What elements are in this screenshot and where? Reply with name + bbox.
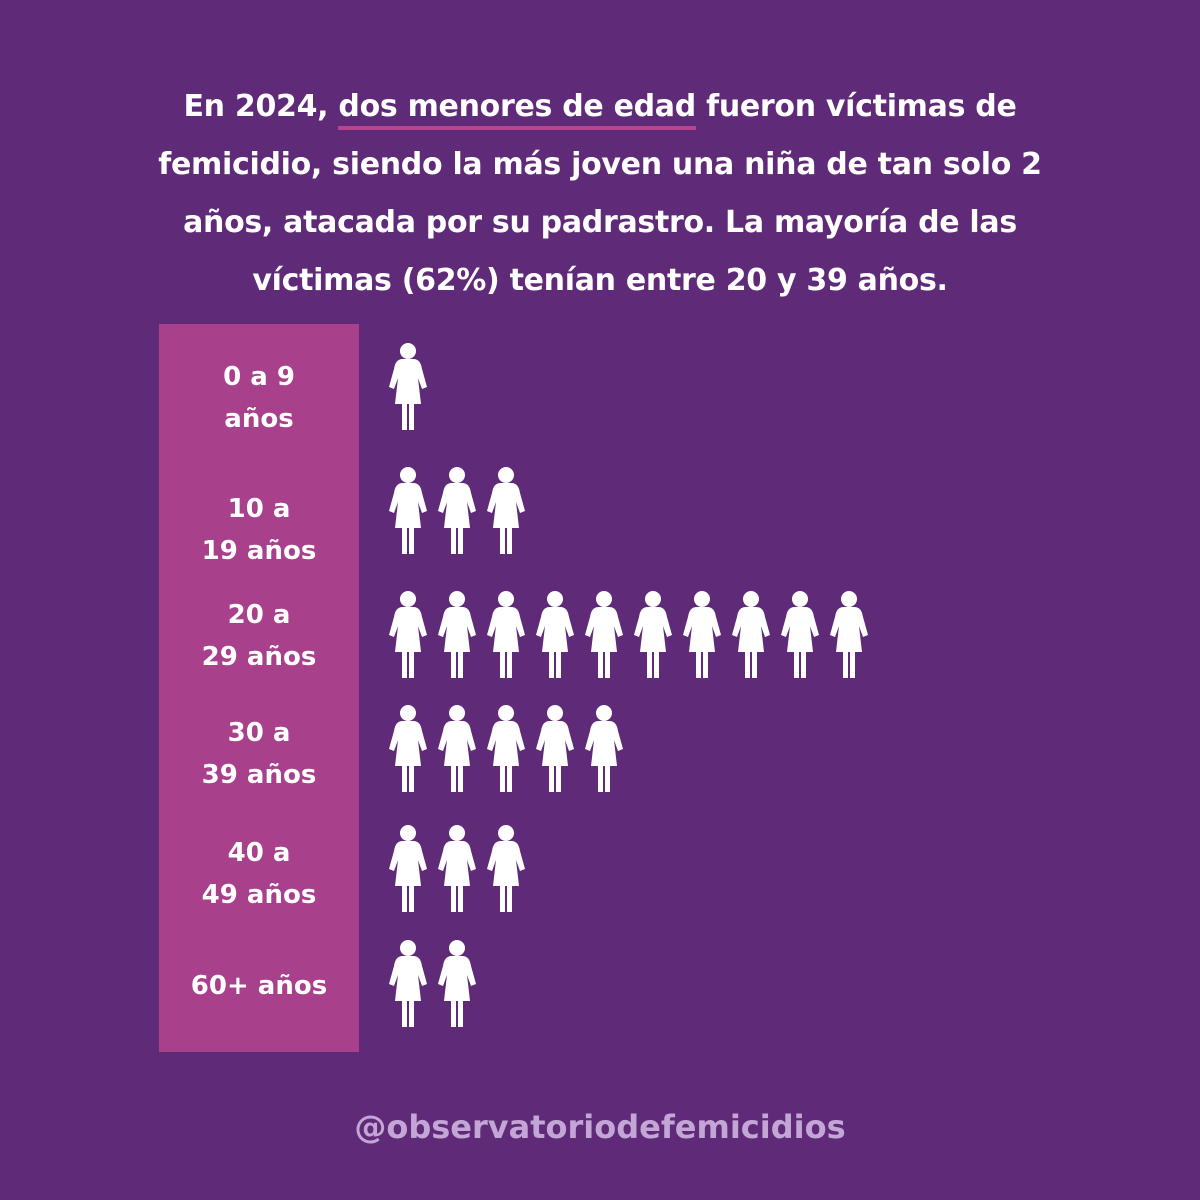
- age-label-10-19: 10 a 19 años: [159, 488, 359, 572]
- woman-icon: [438, 591, 476, 678]
- age-label-panel: [159, 324, 359, 1052]
- age-label-60-plus: 60+ años: [159, 965, 359, 1007]
- woman-icon: [585, 705, 623, 792]
- woman-icon: [634, 591, 672, 678]
- woman-icon: [536, 705, 574, 792]
- age-label-line1: 40 a: [227, 838, 291, 868]
- woman-icon: [438, 940, 476, 1027]
- age-label-line2: años: [224, 404, 294, 434]
- age-label-20-29: 20 a 29 años: [159, 594, 359, 678]
- age-label-line1: 30 a: [227, 718, 291, 748]
- woman-icon: [830, 591, 868, 678]
- woman-icon: [487, 591, 525, 678]
- woman-icon: [389, 825, 427, 912]
- woman-icon: [438, 825, 476, 912]
- woman-icon: [585, 591, 623, 678]
- woman-icon: [781, 591, 819, 678]
- woman-icon: [389, 591, 427, 678]
- age-label-40-49: 40 a 49 años: [159, 832, 359, 916]
- woman-icon: [536, 591, 574, 678]
- age-label-line1: 60+ años: [190, 971, 328, 1001]
- woman-icon: [732, 591, 770, 678]
- social-handle: @observatoriodefemicidios: [354, 1108, 846, 1146]
- age-label-line2: 49 años: [201, 880, 317, 910]
- woman-icon: [389, 467, 427, 554]
- woman-icon: [487, 825, 525, 912]
- age-label-line2: 19 años: [201, 536, 317, 566]
- age-label-30-39: 30 a 39 años: [159, 712, 359, 796]
- headline: En 2024, dos menores de edad fueron víct…: [130, 78, 1070, 310]
- woman-icon: [389, 705, 427, 792]
- woman-icon: [438, 705, 476, 792]
- woman-icon: [683, 591, 721, 678]
- headline-highlight: dos menores de edad: [338, 89, 696, 130]
- age-label-line2: 29 años: [201, 642, 317, 672]
- age-label-line1: 20 a: [227, 600, 291, 630]
- age-label-line1: 0 a 9: [223, 362, 295, 392]
- woman-icon: [438, 467, 476, 554]
- age-label-0-9: 0 a 9 años: [159, 356, 359, 440]
- headline-part-2: fueron víctimas de femicidio, siendo la …: [158, 89, 1042, 298]
- woman-icon: [389, 940, 427, 1027]
- headline-part-1: En 2024,: [183, 89, 339, 124]
- woman-icon: [487, 705, 525, 792]
- age-label-line2: 39 años: [201, 760, 317, 790]
- woman-icon: [487, 467, 525, 554]
- woman-icon: [389, 343, 427, 430]
- age-label-line1: 10 a: [227, 494, 291, 524]
